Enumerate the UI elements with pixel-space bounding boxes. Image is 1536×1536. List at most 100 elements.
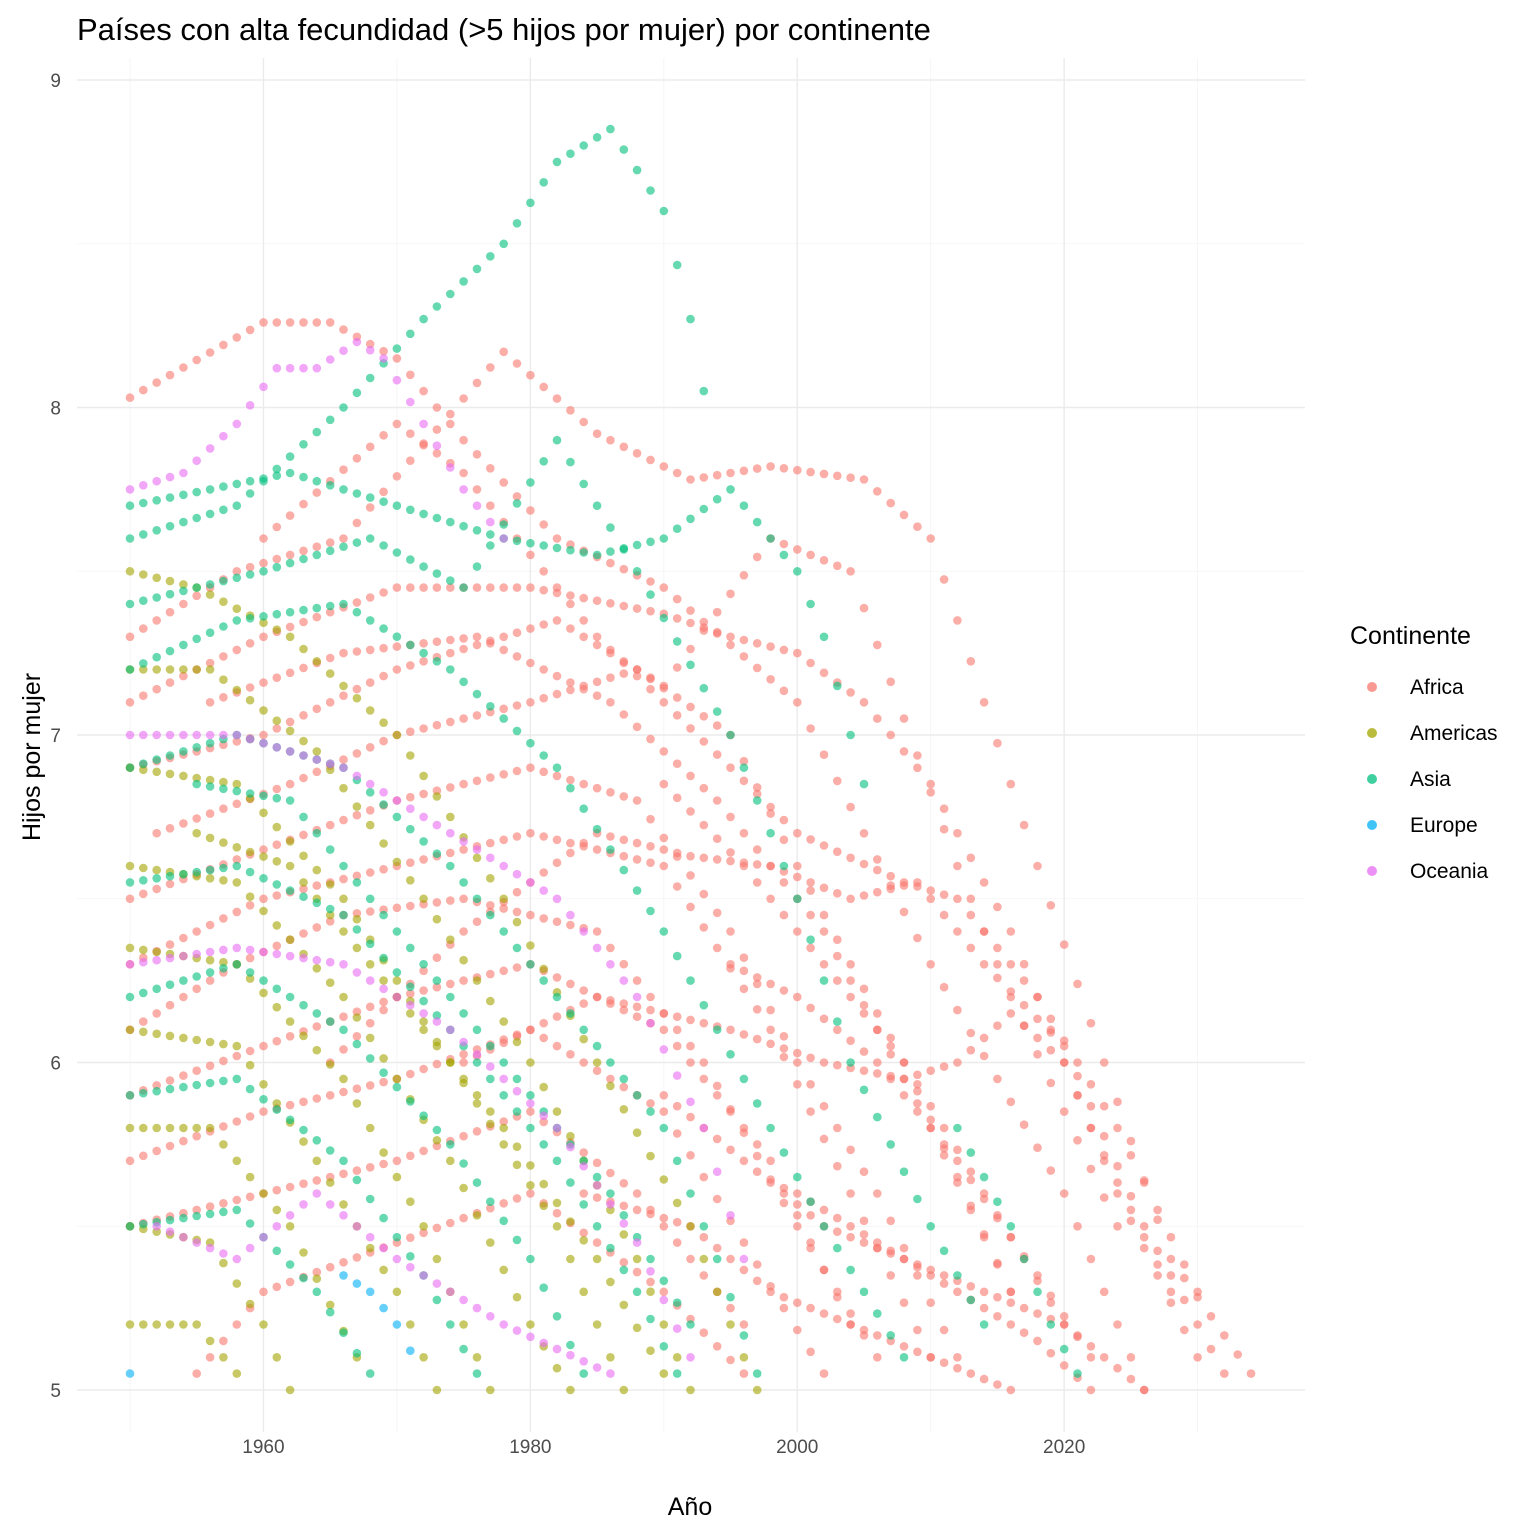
data-point <box>219 1249 228 1258</box>
data-point <box>472 378 482 388</box>
data-point <box>552 394 562 403</box>
data-point <box>526 624 535 633</box>
data-point <box>646 1209 655 1219</box>
data-point <box>659 583 669 592</box>
data-point <box>793 1200 802 1209</box>
data-point <box>806 467 815 477</box>
data-point <box>446 1156 455 1166</box>
data-point <box>1099 1131 1109 1141</box>
data-point <box>539 1201 548 1211</box>
data-point <box>192 927 201 936</box>
data-point <box>245 1084 255 1094</box>
data-point <box>459 677 468 687</box>
data-point <box>953 616 962 625</box>
data-point <box>325 698 335 707</box>
data-point <box>219 1039 228 1049</box>
data-point <box>352 771 362 781</box>
data-point <box>512 943 522 953</box>
data-point <box>512 887 522 897</box>
data-point <box>245 1219 255 1228</box>
data-point <box>579 548 588 557</box>
data-point <box>125 534 135 543</box>
data-point <box>966 1295 976 1305</box>
data-point <box>726 1107 735 1116</box>
data-point <box>712 721 722 730</box>
data-point <box>1006 1097 1016 1107</box>
data-point <box>419 657 428 666</box>
data-point <box>659 1107 669 1116</box>
data-point <box>806 1107 815 1116</box>
data-point <box>392 1320 402 1329</box>
data-point <box>192 456 201 466</box>
data-point <box>472 562 482 571</box>
data-point <box>459 976 468 985</box>
data-point <box>873 1112 882 1122</box>
data-point <box>526 828 535 838</box>
data-point <box>325 1300 335 1310</box>
data-point <box>659 1295 669 1305</box>
data-point <box>165 751 175 760</box>
data-point <box>526 1025 535 1035</box>
data-point <box>219 1353 228 1362</box>
data-point <box>1033 1033 1042 1043</box>
data-point <box>125 632 135 642</box>
data-point <box>432 898 442 907</box>
data-point <box>606 845 615 854</box>
data-point <box>192 867 201 877</box>
data-point <box>739 1353 749 1362</box>
data-point <box>712 1243 722 1253</box>
data-point <box>446 517 455 527</box>
data-point <box>979 1051 989 1061</box>
data-point <box>833 1017 842 1026</box>
data-point <box>486 530 495 539</box>
data-point <box>379 997 388 1007</box>
data-point <box>459 644 468 654</box>
data-point <box>752 845 762 854</box>
data-point <box>833 889 842 898</box>
data-point <box>472 776 482 786</box>
data-point <box>192 1066 201 1075</box>
data-point <box>873 1353 882 1362</box>
data-point <box>1046 1028 1056 1037</box>
data-point <box>1019 1328 1029 1337</box>
data-point <box>579 1058 588 1067</box>
data-point <box>272 1036 282 1046</box>
data-point <box>205 976 215 985</box>
data-point <box>606 124 615 134</box>
data-point <box>819 668 829 678</box>
data-point <box>299 953 308 963</box>
data-point <box>245 1060 255 1070</box>
data-point <box>806 1347 815 1357</box>
data-point <box>272 822 282 832</box>
data-point <box>259 1041 268 1051</box>
data-point <box>926 886 935 895</box>
data-point <box>446 648 455 658</box>
data-point <box>526 538 535 548</box>
data-point <box>392 419 402 429</box>
data-point <box>179 976 188 985</box>
data-point <box>432 1125 442 1135</box>
data-point <box>659 1287 669 1297</box>
data-point <box>192 1035 201 1045</box>
data-point <box>299 751 308 760</box>
data-point <box>699 1000 709 1010</box>
data-point <box>566 1050 575 1059</box>
data-point <box>539 693 548 703</box>
data-point <box>966 1148 976 1157</box>
data-point <box>486 1107 495 1116</box>
data-point <box>1193 1287 1202 1297</box>
data-point <box>552 1123 562 1133</box>
data-point <box>299 892 308 901</box>
data-point <box>1166 1298 1176 1307</box>
data-point <box>365 493 375 502</box>
data-point <box>152 378 161 387</box>
data-point <box>819 469 829 479</box>
data-point <box>299 663 308 673</box>
data-point <box>419 314 428 324</box>
data-point <box>299 499 308 509</box>
data-point <box>232 1205 242 1215</box>
data-point <box>806 724 815 733</box>
data-point <box>379 976 388 985</box>
data-point <box>913 878 922 887</box>
data-point <box>659 927 669 936</box>
